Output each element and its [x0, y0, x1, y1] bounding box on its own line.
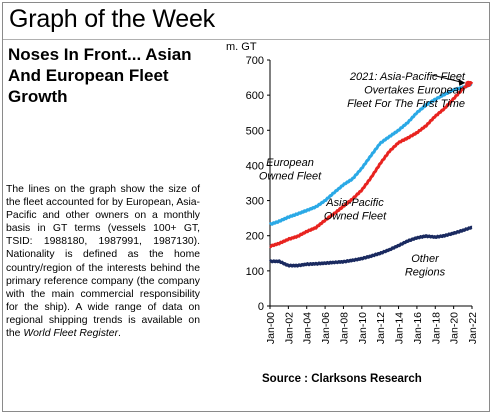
series-line-3 [269, 225, 473, 268]
chart-series [268, 80, 474, 268]
annotation-arrowhead [458, 78, 466, 86]
page-title: Graph of the Week [9, 5, 215, 33]
graph-card: Graph of the Week [2, 2, 490, 412]
annotation-line: Overtakes European [364, 85, 465, 97]
description-paragraph: The lines on the graph show the size of … [6, 183, 200, 340]
series-line-2 [269, 80, 474, 249]
annotation-line: Regions [405, 267, 446, 279]
x-tick-label: Jan-14 [394, 312, 406, 344]
y-tick-label: 500 [246, 125, 264, 137]
chart-subtitle: Noses In Front... Asian And European Fle… [8, 45, 192, 106]
description-end: . [118, 328, 121, 340]
x-tick-label: Jan-04 [302, 312, 314, 344]
x-tick-label: Jan-08 [338, 312, 350, 344]
chart-axes: 0 100 200 300 400 500 600 700 m. GT Jan-00 Jan-02 J… [226, 41, 479, 385]
y-tick-label: 200 [246, 231, 264, 243]
x-tick-label: Jan-10 [357, 312, 369, 344]
y-tick-label: 700 [246, 55, 264, 67]
x-tick-label: Jan-12 [375, 312, 387, 344]
source-label: Source : Clarksons Research [262, 373, 422, 385]
annotation-line: 2021: Asia-Pacific Fleet [349, 71, 466, 83]
x-tick-label: Jan-22 [467, 312, 479, 344]
y-tick-label: 400 [246, 160, 264, 172]
annotation-4: Other Regions [405, 253, 446, 279]
annotation-line: Owned Fleet [324, 211, 387, 223]
x-tick-label: Jan-16 [412, 312, 424, 344]
annotation-line: Other [411, 253, 440, 265]
x-tick-label: Jan-06 [320, 312, 332, 344]
y-tick-label: 300 [246, 196, 264, 208]
header-bar: Graph of the Week [3, 3, 489, 40]
x-tick-label: Jan-20 [449, 312, 461, 344]
x-tick-label: Jan-18 [430, 312, 442, 344]
description-text: The lines on the graph show the size of … [6, 184, 200, 340]
chart-annotations: 2021: Asia-Pacific Fleet Overtakes Europe… [259, 71, 466, 279]
x-tick-label: Jan-02 [283, 312, 295, 344]
crossover-marker [465, 80, 472, 88]
y-unit-label: m. GT [226, 41, 257, 53]
annotation-line: European [266, 157, 314, 169]
annotation-2: European Owned Fleet [259, 157, 322, 183]
x-tick-label: Jan-00 [265, 312, 277, 344]
y-tick-label: 600 [246, 90, 264, 102]
series-line-1 [268, 82, 473, 226]
y-tick-label: 100 [246, 266, 264, 278]
annotation-line: Owned Fleet [259, 171, 322, 183]
annotation-1: 2021: Asia-Pacific Fleet Overtakes Europe… [347, 71, 466, 110]
annotation-line: Fleet For The First Time [347, 98, 465, 110]
world-fleet-register-reference: World Fleet Register [23, 328, 119, 340]
annotation-3: Asia-Pacific Owned Fleet [324, 197, 387, 223]
y-tick-label: 0 [258, 301, 264, 313]
annotation-line: Asia-Pacific [325, 197, 384, 209]
